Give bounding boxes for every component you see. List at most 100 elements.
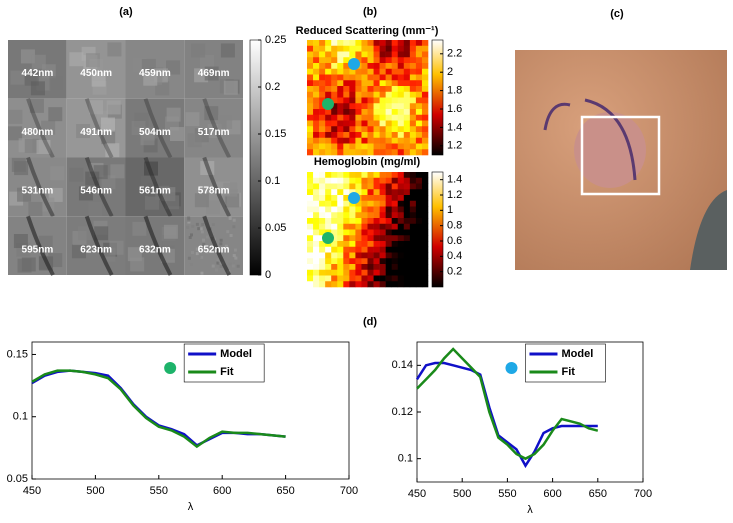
- map-cell: [403, 252, 411, 259]
- map-cell: [331, 86, 338, 93]
- map-cell: [307, 218, 314, 225]
- map-cell: [397, 51, 405, 58]
- vessel: [84, 98, 114, 159]
- map-cell: [313, 177, 320, 184]
- legend-label: Fit: [220, 366, 234, 378]
- map-cell: [337, 68, 344, 75]
- map-cell: [349, 132, 356, 139]
- colorbar-tick-label: 1.8: [447, 85, 462, 97]
- map-cell: [415, 68, 423, 75]
- x-tick-label: 650: [276, 485, 294, 497]
- map-cell: [355, 223, 362, 230]
- map-cell: [391, 143, 399, 150]
- map-cell: [361, 241, 368, 248]
- map-cell: [373, 269, 380, 276]
- map-cell: [325, 137, 332, 144]
- tile-texture: [191, 224, 195, 228]
- map-cell: [421, 241, 429, 248]
- map-cell: [409, 229, 417, 236]
- map-cell: [325, 218, 332, 225]
- map-cell: [379, 40, 386, 47]
- map-cell: [373, 189, 380, 196]
- map-cell: [373, 40, 380, 47]
- map-cell: [403, 143, 411, 150]
- tile-texture: [187, 220, 191, 224]
- tile-texture: [211, 264, 215, 268]
- map-cell: [319, 281, 326, 288]
- map-cell: [415, 63, 423, 70]
- map-cell: [373, 120, 380, 127]
- map-cell: [373, 103, 380, 110]
- map-cell: [325, 86, 332, 93]
- map-cell: [385, 109, 392, 116]
- map-cell: [403, 114, 411, 121]
- tile-texture: [223, 80, 238, 95]
- tile-texture: [186, 225, 190, 229]
- x-axis-label: λ: [527, 504, 533, 516]
- map-cell: [397, 200, 405, 207]
- tile-texture: [20, 49, 35, 64]
- map-cell: [307, 200, 314, 207]
- tile-texture: [201, 223, 205, 227]
- map-cell: [373, 223, 380, 230]
- map-cell: [421, 264, 429, 271]
- map-cell: [397, 114, 405, 121]
- map-cell: [385, 241, 392, 248]
- map-cell: [391, 132, 399, 139]
- map-cell: [337, 183, 344, 190]
- map-cell: [337, 206, 344, 213]
- tile-texture: [107, 42, 122, 57]
- map-cell: [307, 264, 314, 271]
- map-cell: [397, 218, 405, 225]
- map-cell: [355, 97, 362, 104]
- map-cell: [307, 74, 314, 81]
- map-cell: [409, 275, 417, 282]
- map-cell: [385, 40, 392, 47]
- map-cell: [397, 86, 405, 93]
- panel-label: (c): [610, 8, 624, 20]
- map-cell: [415, 51, 423, 58]
- tile-label: 546nm: [80, 186, 112, 197]
- map-cell: [421, 86, 429, 93]
- map-cell: [313, 103, 320, 110]
- map-cell: [337, 91, 344, 98]
- map-cell: [403, 126, 411, 133]
- map-cell: [307, 143, 314, 150]
- map-cell: [307, 275, 314, 282]
- tile-texture: [190, 233, 194, 237]
- y-tick-label: 0.15: [7, 348, 28, 360]
- map-cell: [367, 126, 374, 133]
- map-cell: [403, 281, 411, 288]
- tile-label: 531nm: [22, 186, 54, 197]
- map-cell: [361, 63, 368, 70]
- map-cell: [355, 246, 362, 253]
- map-cell: [361, 281, 368, 288]
- map-cell: [397, 275, 405, 282]
- colorbar-tick-label: 1.2: [447, 189, 462, 201]
- map-cell: [373, 80, 380, 87]
- map-cell: [325, 80, 332, 87]
- map-cell: [391, 264, 399, 271]
- map-cell: [385, 143, 392, 150]
- map-cell: [355, 132, 362, 139]
- tile-texture: [28, 201, 43, 216]
- map-cell: [343, 246, 350, 253]
- map-cell: [325, 264, 332, 271]
- map-cell: [349, 223, 356, 230]
- map-cell: [421, 57, 429, 64]
- map-cell: [385, 74, 392, 81]
- map-cell: [361, 143, 368, 150]
- map-cell: [367, 143, 374, 150]
- map-cell: [409, 86, 417, 93]
- map-cell: [349, 51, 356, 58]
- map-cell: [373, 200, 380, 207]
- tile-texture: [187, 218, 191, 222]
- map-cell: [361, 51, 368, 58]
- tile-texture: [17, 187, 32, 202]
- map-cell: [409, 149, 417, 156]
- colorbar-tick-label: 0.25: [265, 34, 286, 46]
- photo: [515, 50, 727, 270]
- map-cell: [421, 68, 429, 75]
- tile-texture: [232, 261, 236, 265]
- map-cell: [409, 51, 417, 58]
